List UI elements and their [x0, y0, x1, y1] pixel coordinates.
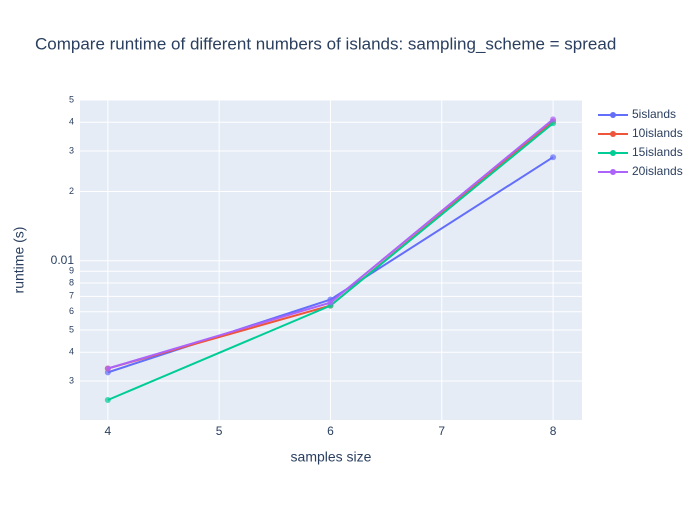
y-tick-label: 4	[69, 347, 74, 357]
y-tick-label: 6	[69, 306, 74, 316]
plot-area	[80, 100, 582, 420]
legend-label: 5islands	[632, 107, 676, 121]
y-tick-label: 5	[69, 94, 74, 104]
data-point	[104, 397, 111, 404]
legend-label: 15islands	[632, 145, 683, 159]
y-tick-label: 7	[69, 291, 74, 301]
data-point	[327, 299, 334, 306]
legend-marker	[610, 150, 616, 156]
legend-label: 20islands	[632, 164, 683, 178]
x-tick-label: 4	[104, 424, 111, 438]
legend-label: 10islands	[632, 126, 683, 140]
data-point	[104, 365, 111, 372]
data-point	[550, 154, 557, 161]
x-tick-label: 7	[438, 424, 445, 438]
x-axis-title: samples size	[291, 449, 372, 465]
legend-marker	[610, 112, 616, 118]
y-tick-label: 5	[69, 324, 74, 334]
x-tick-label: 8	[550, 424, 557, 438]
x-tick-label: 6	[327, 424, 334, 438]
legend-marker	[610, 131, 616, 137]
y-tick-label: 8	[69, 277, 74, 287]
y-tick-label: 0.01	[51, 253, 75, 267]
y-tick-label: 3	[69, 375, 74, 385]
data-point	[550, 116, 557, 123]
y-tick-label: 3	[69, 145, 74, 155]
chart-title: Compare runtime of different numbers of …	[35, 34, 616, 53]
y-axis-title: runtime (s)	[11, 227, 27, 294]
y-tick-label: 2	[69, 186, 74, 196]
x-tick-label: 5	[216, 424, 223, 438]
y-tick-label: 4	[69, 117, 74, 127]
y-tick-label: 9	[69, 266, 74, 276]
legend-marker	[610, 169, 616, 175]
